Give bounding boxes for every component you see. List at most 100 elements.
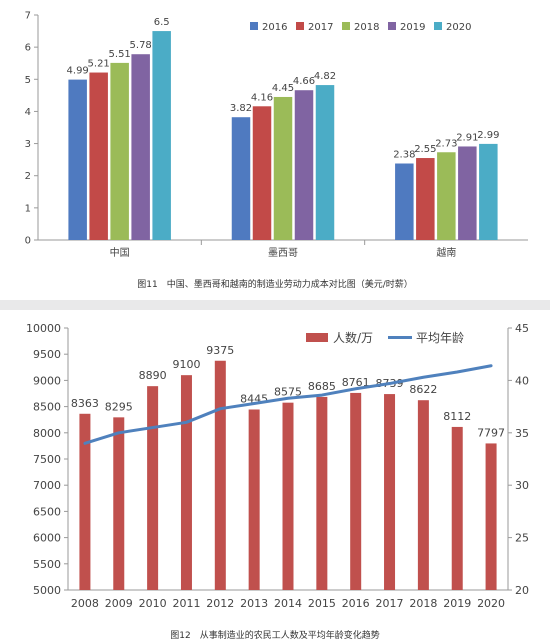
workers-value-label: 8112 <box>443 410 471 423</box>
x-tick-label: 2019 <box>443 597 471 610</box>
legend-swatch-2020 <box>434 22 442 30</box>
bar-2019-越南 <box>458 146 477 240</box>
bar-2018-越南 <box>437 152 456 240</box>
workers-value-label: 8685 <box>308 380 336 393</box>
bar-2018-中国 <box>110 62 129 241</box>
legend-swatch-2016 <box>250 22 258 30</box>
x-tick-label: 2015 <box>308 597 336 610</box>
bar-2020-墨西哥 <box>315 85 335 240</box>
legend-label: 人数/万 <box>333 330 373 345</box>
workers-bar-2016 <box>350 392 362 590</box>
left-y-tick-label: 10000 <box>26 322 61 335</box>
labor-cost-chart: 0 1 2 3 4 5 6 7 中国 4.995.215.515.78 6.5 墨西哥 3.824.16… <box>25 11 528 259</box>
workers-bar-2008 <box>79 413 91 590</box>
left-y-tick-label: 9000 <box>33 374 61 387</box>
panel-divider <box>0 300 550 310</box>
y-tick-label: 4 <box>25 107 31 118</box>
workers-bar-2009 <box>113 417 125 590</box>
bar-value-label: 3.82 <box>230 103 252 114</box>
y-tick-label: 5 <box>25 75 31 86</box>
workers-value-label: 8363 <box>71 397 99 410</box>
y-tick-label: 1 <box>25 203 31 214</box>
workers-bar-2012 <box>214 360 226 590</box>
right-y-tick-label: 20 <box>515 584 529 597</box>
x-tick-label: 2008 <box>71 597 99 610</box>
legend-label: 2018 <box>354 22 379 33</box>
workers-bar-2018 <box>417 400 429 590</box>
right-y-tick-label: 45 <box>515 322 529 335</box>
workers-value-label: 8622 <box>409 383 437 396</box>
legend-swatch-2018 <box>342 22 350 30</box>
bar-2017-越南 <box>416 158 435 240</box>
migrant-workers-chart: 5000 5500 6000 6500 7000 7500 8000 8500 9000 9500… <box>26 322 529 610</box>
bar-value-label: 5.51 <box>109 49 131 60</box>
bar-value-label: 5.78 <box>130 40 152 51</box>
workers-value-label: 8295 <box>105 400 133 413</box>
y-tick-label: 2 <box>25 171 31 182</box>
left-y-tick-label: 6500 <box>33 505 61 518</box>
bar-value-label: 2.91 <box>456 132 478 143</box>
legend-swatch-2019 <box>388 22 396 30</box>
x-tick-label: 2011 <box>172 597 200 610</box>
x-tick-label: 2013 <box>240 597 268 610</box>
bar-value-label: 4.45 <box>272 83 294 94</box>
x-category-label: 越南 <box>436 246 456 259</box>
bar-2019-墨西哥 <box>294 90 314 240</box>
left-y-tick-label: 6000 <box>33 532 61 545</box>
workers-value-label: 8575 <box>274 386 302 399</box>
y-tick-label: 3 <box>25 139 31 150</box>
x-tick-label: 2010 <box>139 597 167 610</box>
right-y-tick-label: 25 <box>515 532 529 545</box>
labor-cost-chart-caption: 图11 中国、墨西哥和越南的制造业劳动力成本对比图（美元/时薪） <box>137 280 413 290</box>
workers-bar-2020 <box>485 443 497 590</box>
workers-value-label: 8761 <box>342 376 370 389</box>
x-category-label: 中国 <box>110 246 130 259</box>
left-y-tick-label: 8000 <box>33 427 61 440</box>
migrant-workers-chart-caption: 图12 从事制造业的农民工人数及平均年龄变化趋势 <box>170 631 380 641</box>
left-y-tick-label: 5000 <box>33 584 61 597</box>
y-tick-label: 7 <box>25 11 31 22</box>
bar-2019-中国 <box>131 54 150 240</box>
left-y-tick-label: 5500 <box>33 558 61 571</box>
workers-bar-2014 <box>282 402 294 590</box>
bar-value-label: 4.16 <box>251 92 273 103</box>
left-y-tick-label: 8500 <box>33 401 61 414</box>
workers-bar-2010 <box>147 386 159 590</box>
workers-bar-2013 <box>248 409 260 590</box>
bar-2020-中国 <box>152 31 171 241</box>
y-tick-label: 0 <box>25 236 31 247</box>
legend-swatch-2017 <box>296 22 304 30</box>
workers-bar-2015 <box>316 396 328 590</box>
x-tick-label: 2016 <box>342 597 370 610</box>
left-y-tick-label: 7500 <box>33 453 61 466</box>
legend-label: 平均年龄 <box>416 331 464 345</box>
right-y-tick-label: 40 <box>515 374 529 387</box>
x-tick-label: 2012 <box>206 597 234 610</box>
labor-cost-chart-panel: 0 1 2 3 4 5 6 7 中国 4.99 5.21 5.51 5.78 6.5 墨西哥 3.82 4.16… <box>0 0 550 300</box>
y-tick-label: 6 <box>25 43 31 54</box>
workers-value-label: 7797 <box>477 426 505 439</box>
bar-value-label: 2.99 <box>477 130 499 141</box>
bar-value-label: 4.66 <box>293 76 315 87</box>
left-y-tick-label: 9500 <box>33 348 61 361</box>
bar-2018-墨西哥 <box>273 96 293 240</box>
bar-2020-越南 <box>479 143 498 240</box>
workers-bar-2017 <box>384 394 396 590</box>
bar-value-label: 2.38 <box>393 150 415 161</box>
right-y-tick-label: 30 <box>515 479 529 492</box>
legend-label: 2020 <box>446 22 471 33</box>
workers-value-label: 8890 <box>139 369 167 382</box>
legend-label: 2017 <box>308 22 333 33</box>
bar-2016-越南 <box>395 163 414 240</box>
x-tick-label: 2017 <box>376 597 404 610</box>
bar-2016-中国 <box>68 79 87 240</box>
x-tick-label: 2014 <box>274 597 302 610</box>
legend-swatch-workers <box>306 333 328 342</box>
workers-value-label: 9100 <box>172 358 200 371</box>
bar-2016-墨西哥 <box>231 117 251 240</box>
x-category-label: 墨西哥 <box>268 247 298 259</box>
migrant-workers-chart-panel: 5000 5500 6000 6500 7000 7500 8000 8500 9000 9500… <box>0 310 550 642</box>
bar-value-label: 4.82 <box>314 71 336 82</box>
legend-label: 2016 <box>262 22 287 33</box>
right-y-tick-label: 35 <box>515 427 529 440</box>
